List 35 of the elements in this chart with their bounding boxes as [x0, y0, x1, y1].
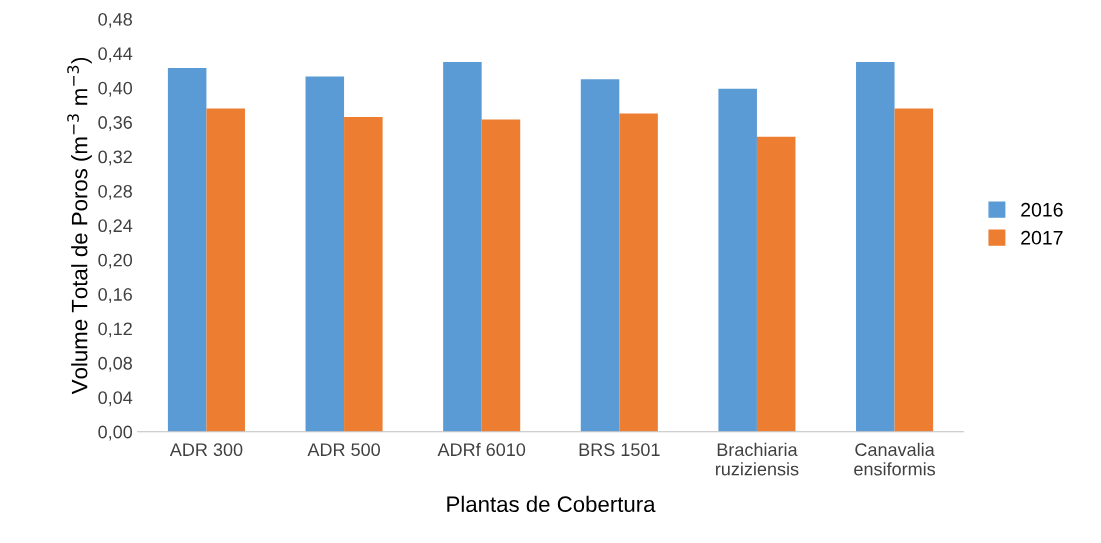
x-tick-label: ADR 500	[307, 443, 380, 457]
x-tick-label: Canavalia ensiformis	[854, 442, 936, 476]
bar	[305, 76, 345, 432]
y-tick-label: 0,32	[98, 150, 132, 166]
bar	[481, 119, 521, 432]
y-tick-label: 0,08	[98, 356, 132, 372]
y-tick-label: 0,24	[98, 219, 133, 235]
y-tick-label: 0,00	[98, 425, 133, 441]
y-tick-label: 0,12	[98, 322, 132, 338]
legend-label: 2017	[1021, 230, 1063, 245]
bar	[167, 68, 207, 432]
bar	[206, 108, 245, 432]
bar	[344, 117, 383, 432]
legend-label: 2016	[1021, 202, 1063, 217]
bar	[443, 61, 482, 432]
bar	[756, 136, 796, 432]
bar	[856, 61, 895, 432]
y-axis-title: Volume Total de Poros (m$^{−3}$ m$^{−3}$)	[67, 57, 92, 395]
y-tick-label: 0,28	[98, 184, 132, 200]
x-tick-label: BRS 1501	[579, 443, 660, 457]
x-tick-label: Brachiaria ruziziensis	[716, 442, 799, 476]
y-tick-label: 0,04	[98, 391, 133, 407]
bar	[718, 88, 757, 432]
bar	[580, 79, 620, 432]
x-tick-label: ADR 300	[169, 443, 243, 457]
x-axis-title: Plantas de Cobertura	[447, 495, 656, 513]
bar	[619, 113, 658, 432]
y-tick-label: 0,48	[98, 12, 132, 28]
x-tick-label: ADRf 6010	[437, 442, 526, 457]
y-tick-label: 0,40	[98, 81, 133, 97]
y-tick-label: 0,44	[98, 47, 133, 63]
bar	[894, 108, 934, 432]
y-tick-label: 0,16	[98, 288, 132, 303]
y-tick-label: 0,20	[98, 253, 133, 269]
y-tick-label: 0,36	[98, 116, 132, 132]
